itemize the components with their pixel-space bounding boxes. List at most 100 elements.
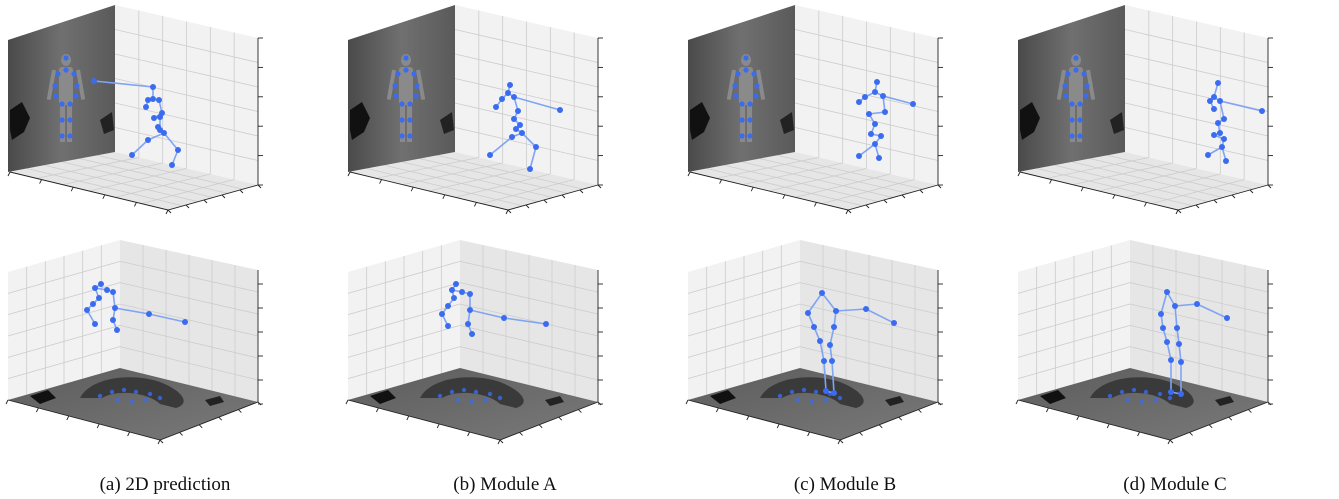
skeleton-joint: [1168, 357, 1174, 363]
tick-mark: [865, 204, 870, 209]
skeleton-joint: [501, 315, 507, 321]
skeleton-joint: [1223, 158, 1229, 164]
skeleton-joint: [1164, 339, 1170, 345]
keypoint-2d: [63, 55, 69, 61]
keypoint-2d: [1139, 399, 1145, 405]
tick-mark: [96, 423, 100, 429]
tick-mark: [1169, 439, 1174, 444]
plot-panel-d: [1015, 5, 1273, 445]
tick-mark: [597, 184, 602, 189]
tick-mark: [1189, 432, 1193, 436]
skeleton-joint: [527, 166, 533, 172]
grid-line: [459, 260, 599, 293]
skeleton-joint: [112, 305, 118, 311]
skeleton-joint: [811, 324, 817, 330]
keypoint-2d: [1083, 93, 1089, 99]
tick-mark: [198, 424, 203, 429]
tick-mark: [1015, 399, 1019, 405]
skeleton-bone: [821, 292, 837, 312]
skeleton-joint: [507, 82, 513, 88]
skeleton-joint: [831, 324, 837, 330]
caption-b: (b) Module A: [453, 474, 557, 495]
keypoint-2d: [1077, 117, 1083, 123]
grid-line: [687, 324, 801, 358]
keypoint-2d: [63, 67, 69, 73]
grid-line: [347, 346, 461, 380]
keypoint-2d: [1119, 389, 1125, 395]
tick-mark: [410, 186, 414, 192]
tick-mark: [499, 439, 504, 444]
skeleton-joint: [1178, 391, 1184, 397]
grid-line: [384, 164, 539, 203]
skeleton-joint: [155, 124, 161, 130]
keypoint-2d: [109, 389, 115, 395]
grid-line: [454, 102, 599, 137]
tick-mark: [467, 431, 471, 437]
tick-mark: [66, 415, 70, 421]
keypoint-2d: [473, 389, 479, 395]
grid-line: [44, 164, 199, 203]
skeleton-joint: [175, 147, 181, 153]
left-wall-grid: [687, 245, 801, 395]
grid-line: [347, 260, 461, 294]
tick-mark: [497, 439, 501, 445]
skeleton-bone: [1178, 343, 1182, 363]
skeleton-joint: [829, 358, 835, 364]
grid-line: [794, 29, 939, 63]
keypoint-2d: [801, 387, 807, 393]
tick-mark: [1248, 409, 1252, 413]
skeleton-joint: [827, 342, 833, 348]
top-3d-axes: [347, 5, 603, 215]
tick-mark: [597, 401, 602, 406]
skeleton-joint: [1224, 315, 1230, 321]
panel-b: (b) Module A: [340, 0, 670, 499]
keypoint-2d: [732, 83, 738, 89]
keypoint-2d: [1073, 67, 1079, 73]
skeleton-joint: [882, 109, 888, 115]
depth-image-floor: [348, 368, 598, 440]
person-silhouette: [726, 54, 766, 142]
keypoint-2d: [735, 71, 741, 77]
skeleton-joint: [1174, 325, 1180, 331]
axis-frame: [5, 270, 263, 445]
keypoint-2d: [1069, 101, 1075, 107]
tick-mark: [746, 415, 750, 421]
skeleton-joint: [157, 114, 163, 120]
skeleton-joint: [862, 94, 868, 100]
tick-mark: [185, 204, 190, 209]
tick-mark: [807, 431, 811, 437]
skeleton-bone: [882, 95, 914, 105]
right-wall-grid: [1129, 245, 1269, 397]
tick-mark: [257, 401, 262, 406]
skeleton-3d-bottom: [805, 290, 897, 396]
skeleton-joint: [1172, 303, 1178, 309]
keypoints-2d: [97, 387, 163, 405]
tick-mark: [1167, 439, 1171, 445]
depth-shadow: [710, 390, 736, 404]
tick-mark: [1208, 424, 1213, 429]
keypoint-2d: [115, 397, 121, 403]
keypoint-2d: [753, 93, 759, 99]
skeleton-bone: [148, 313, 186, 323]
tick-mark: [1175, 209, 1179, 215]
keypoint-2d: [52, 83, 58, 89]
skeleton-joint: [182, 319, 188, 325]
grid-line: [119, 260, 259, 293]
keypoint-2d: [71, 71, 77, 77]
skeleton-joint: [1217, 98, 1223, 104]
skeleton-joint: [453, 281, 459, 287]
tick-mark: [1231, 194, 1236, 199]
plot-panel-c: [685, 5, 943, 445]
grid-line: [1017, 324, 1131, 358]
grid-line: [799, 324, 939, 359]
bottom-3d-axes: [685, 240, 943, 445]
axis-frame: [1015, 270, 1273, 445]
grid-line: [347, 324, 461, 358]
keypoint-2d: [813, 389, 819, 395]
keypoint-2d: [395, 71, 401, 77]
tick-mark: [878, 424, 883, 429]
keypoint-2d: [67, 133, 73, 139]
grid-line: [79, 158, 229, 194]
tick-mark: [543, 199, 548, 204]
tick-mark: [919, 189, 924, 194]
